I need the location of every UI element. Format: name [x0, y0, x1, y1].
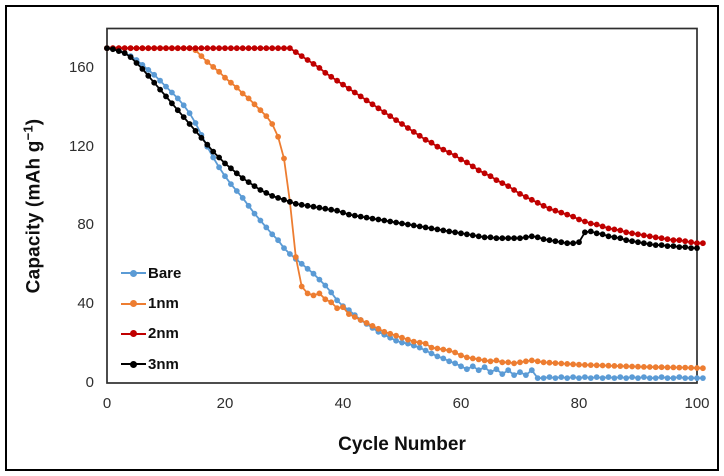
y-axis-title-text: Capacity (mAh g — [23, 140, 45, 294]
legend-dot-3nm — [130, 360, 137, 368]
y-axis-title-superscript: −1 — [20, 125, 36, 141]
legend-marker-3nm-icon — [121, 360, 146, 369]
legend: Bare 1nm 2nm 3nm — [121, 258, 181, 380]
x-axis-title: Cycle Number — [338, 434, 466, 455]
legend-marker-bare-icon — [121, 269, 146, 278]
legend-label-3nm: 3nm — [148, 355, 179, 373]
y-tick-label: 80 — [77, 216, 94, 234]
x-tick-label: 20 — [216, 395, 234, 412]
legend-marker-1nm-icon — [121, 299, 146, 308]
series-markers-bare — [104, 45, 706, 381]
x-tick-label: 80 — [570, 395, 588, 412]
legend-dot-2nm — [130, 330, 137, 338]
x-tick-label: 100 — [684, 395, 710, 412]
figure-frame — [5, 5, 719, 471]
legend-marker-2nm-icon — [121, 329, 146, 338]
legend-item-3nm: 3nm — [121, 349, 181, 379]
legend-item-2nm: 2nm — [121, 319, 181, 349]
series-markers-1nm — [104, 45, 706, 372]
y-tick-label: 40 — [77, 295, 94, 313]
series-line-1nm — [107, 47, 703, 370]
plot-border — [106, 27, 698, 384]
y-axis-title: Capacity (mAh g−1) — [20, 119, 45, 294]
y-axis-title-close: ) — [23, 118, 45, 126]
legend-item-1nm: 1nm — [121, 288, 181, 318]
series-markers-2nm — [104, 45, 706, 247]
series-line-3nm — [106, 47, 697, 249]
legend-item-bare: Bare — [121, 258, 181, 288]
x-tick-label: 0 — [102, 395, 112, 412]
y-tick-label: 120 — [68, 137, 94, 155]
y-tick-label: 160 — [68, 58, 94, 76]
series-line-bare — [107, 47, 703, 380]
legend-label-1nm: 1nm — [148, 295, 179, 313]
y-tick-label: 0 — [85, 374, 94, 391]
legend-dot-1nm — [130, 300, 137, 308]
legend-label-bare: Bare — [148, 264, 182, 282]
legend-label-2nm: 2nm — [148, 325, 179, 343]
series-markers-3nm — [104, 45, 700, 252]
x-tick-label: 60 — [452, 395, 470, 412]
x-tick-label: 40 — [334, 395, 352, 412]
legend-dot-bare — [130, 269, 137, 277]
series-line-2nm — [107, 47, 703, 245]
